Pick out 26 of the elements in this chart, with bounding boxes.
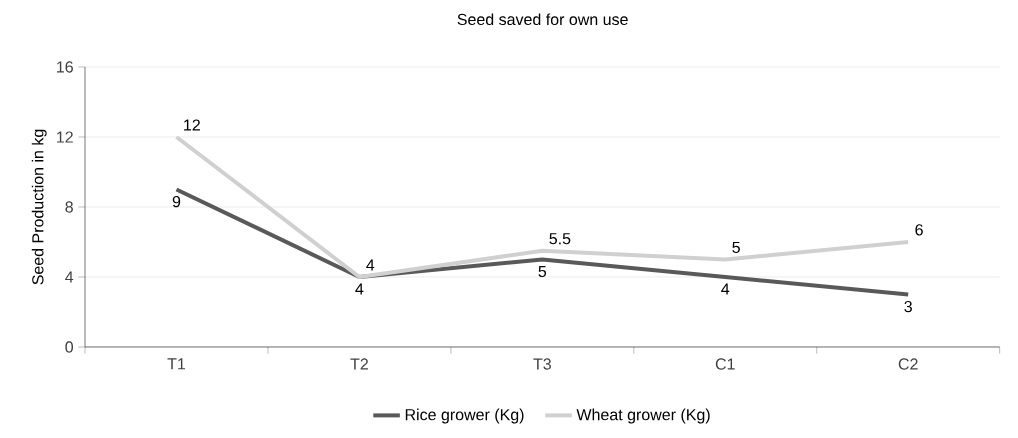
y-tick-label: 12 (57, 131, 73, 143)
legend-label: Rice grower (Kg) (405, 408, 524, 424)
data-label: 4 (721, 283, 730, 295)
data-label: 4 (366, 259, 375, 271)
data-label: 4 (355, 283, 364, 295)
line-series (174, 187, 911, 297)
x-tick-label: T1 (167, 358, 186, 370)
legend-label: Wheat grower (Kg) (576, 408, 710, 424)
data-label: 5 (538, 265, 547, 278)
y-tick-label: 0 (65, 341, 74, 353)
y-tick-label: 16 (57, 61, 73, 73)
data-label: 5 (732, 241, 740, 254)
y-tick-label: 4 (65, 271, 74, 283)
y-axis-title: Seed Production in kg (31, 129, 47, 285)
data-label: 3 (904, 300, 912, 313)
data-label: 6 (915, 224, 923, 236)
y-tick-label: 8 (65, 201, 73, 213)
x-tick-label: C1 (715, 358, 735, 370)
data-label: 5.5 (549, 233, 571, 245)
x-tick-label: C2 (898, 358, 918, 370)
line-series (174, 134, 911, 279)
data-label: 12 (184, 119, 200, 131)
data-label: 9 (172, 195, 181, 208)
chart-title: Seed saved for own use (457, 13, 628, 26)
x-tick-label: T2 (350, 358, 368, 370)
x-tick-label: T3 (533, 358, 551, 370)
